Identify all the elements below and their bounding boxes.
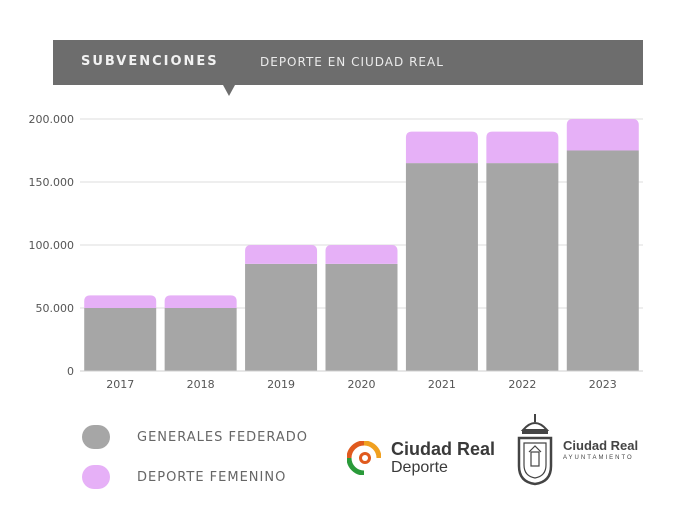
deporte-logo-name: Ciudad Real <box>391 439 496 459</box>
x-tick-label: 2022 <box>508 378 536 391</box>
x-tick-label: 2019 <box>267 378 295 391</box>
bar-segment <box>245 245 318 264</box>
ayuntamiento-logo-name: Ciudad Real <box>563 437 639 453</box>
legend-item-generales: GENERALES FEDERADO <box>82 425 308 449</box>
deporte-logo-sub: Deporte <box>391 459 448 476</box>
bar-segment <box>84 308 157 371</box>
bar-segment <box>164 308 237 371</box>
banner-pointer <box>223 85 235 96</box>
bar-segment <box>405 131 478 164</box>
bar-segment <box>325 245 398 264</box>
bar-segment <box>164 295 237 308</box>
bar-segment <box>245 263 318 371</box>
bar-segment <box>486 131 559 164</box>
coat-of-arms-icon <box>517 414 553 486</box>
bar-segment <box>566 119 639 151</box>
y-tick-label: 0 <box>67 365 74 378</box>
ayuntamiento-logo: Ciudad Real AYUNTAMIENTO <box>515 412 638 486</box>
legend-label-generales: GENERALES FEDERADO <box>137 429 309 445</box>
deporte-emblem-icon <box>347 441 381 475</box>
bar-segment <box>486 163 559 371</box>
y-tick-label: 100.000 <box>29 239 75 252</box>
x-tick-label: 2023 <box>589 378 617 391</box>
legend-swatch-femenino <box>82 465 110 489</box>
bar-segment <box>84 295 157 308</box>
x-tick-label: 2021 <box>428 378 456 391</box>
y-tick-label: 200.000 <box>29 113 75 126</box>
bar-segment <box>566 150 639 371</box>
legend-item-femenino: DEPORTE FEMENINO <box>82 465 286 489</box>
x-tick-label: 2020 <box>348 378 376 391</box>
bar-segment <box>325 263 398 371</box>
ciudad-real-deporte-logo: Ciudad Real Deporte <box>347 440 495 476</box>
chart-banner: SUBVENCIONES DEPORTE EN CIUDAD REAL <box>53 40 643 96</box>
ayuntamiento-logo-sub: AYUNTAMIENTO <box>563 454 634 461</box>
x-tick-label: 2017 <box>106 378 134 391</box>
legend-label-femenino: DEPORTE FEMENINO <box>137 469 287 485</box>
bar-segment <box>405 163 478 371</box>
legend-swatch-generales <box>82 425 110 449</box>
y-tick-label: 150.000 <box>29 176 75 189</box>
banner-title: SUBVENCIONES <box>81 54 219 69</box>
banner-subtitle: DEPORTE EN CIUDAD REAL <box>260 55 444 69</box>
x-tick-label: 2018 <box>187 378 215 391</box>
y-tick-label: 50.000 <box>36 302 75 315</box>
